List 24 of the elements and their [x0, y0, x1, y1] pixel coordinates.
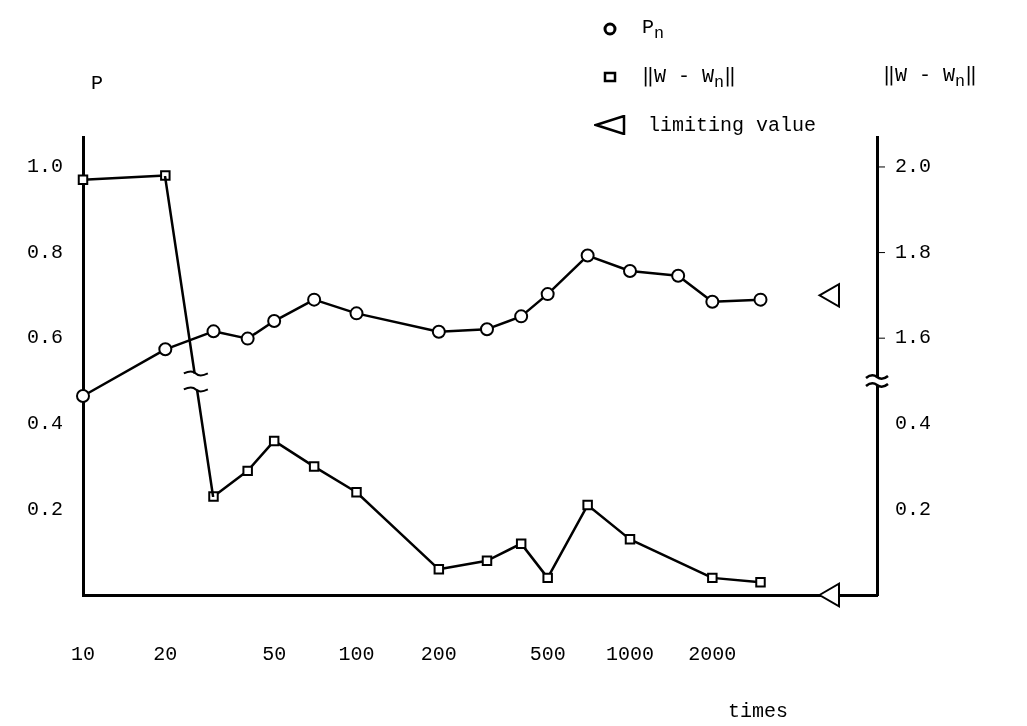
y2-tick-label: 0.2 — [895, 497, 932, 521]
y-tick-label: 1.0 — [26, 155, 63, 179]
x-tick-label: 1000 — [606, 643, 655, 667]
y-tick-label: 0.6 — [26, 326, 63, 350]
x-tick-label: 200 — [420, 643, 457, 667]
legend-label: P$_{n}$ — [642, 15, 665, 43]
x-tick-label: 500 — [529, 643, 566, 667]
legend-label: ‖W - W$_{n}$‖ — [642, 63, 737, 92]
y-tick-label: 0.4 — [26, 412, 63, 436]
x-tick-label: 100 — [338, 643, 375, 667]
y-axis-title: P — [91, 72, 104, 95]
y2-axis-title: ‖W - W$_{n}$‖ — [883, 63, 978, 91]
x-axis-title: times — [727, 700, 788, 723]
legend-label: limiting value — [648, 113, 817, 137]
x-tick-label: 10 — [70, 643, 96, 667]
y-tick-label: 0.8 — [26, 240, 63, 264]
y-tick-label: 0.2 — [26, 497, 63, 521]
x-tick-label: 2000 — [688, 643, 737, 667]
y3-tick-label: 1.6 — [895, 326, 932, 350]
x-tick-label: 50 — [262, 643, 287, 667]
x-tick-label: 20 — [153, 643, 178, 667]
y3-tick-label: 2.0 — [895, 155, 932, 179]
y3-tick-label: 1.8 — [895, 240, 932, 264]
y2-tick-label: 0.4 — [895, 412, 932, 436]
